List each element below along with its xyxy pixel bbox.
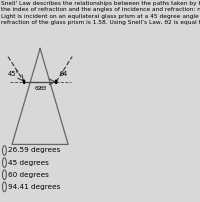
Text: 45 degrees: 45 degrees: [8, 160, 49, 166]
Text: Snell' Law describes the relationships between the paths taken by the light rays: Snell' Law describes the relationships b…: [1, 1, 200, 25]
Text: 60 degrees: 60 degrees: [8, 172, 49, 178]
Text: 45°: 45°: [8, 71, 20, 77]
Text: 26.59 degrees: 26.59 degrees: [8, 147, 60, 154]
Text: θ3: θ3: [40, 86, 47, 91]
Circle shape: [23, 80, 25, 83]
Text: 94.41 degrees: 94.41 degrees: [8, 184, 60, 190]
Text: θ2: θ2: [35, 86, 42, 91]
Circle shape: [55, 80, 57, 83]
Text: θ4: θ4: [60, 71, 68, 77]
